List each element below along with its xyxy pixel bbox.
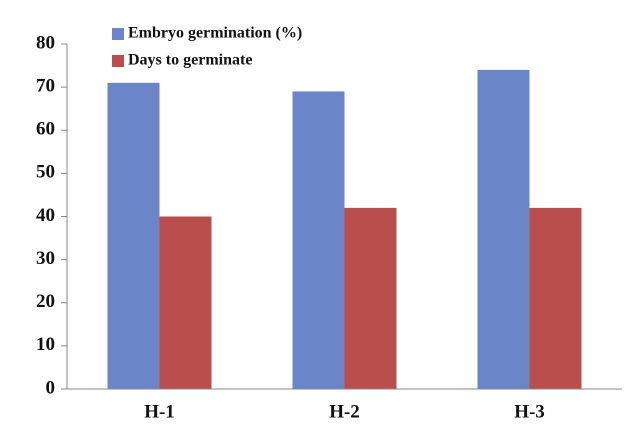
y-tick-label: 50 (36, 162, 55, 183)
bar (107, 82, 160, 389)
bar (477, 69, 530, 389)
y-tick-label: 80 (36, 32, 55, 53)
bar (344, 207, 397, 389)
x-tick-label: H-2 (329, 401, 360, 422)
y-tick-label: 30 (36, 248, 55, 269)
bar (529, 207, 582, 389)
bar (159, 216, 212, 389)
legend-swatch (112, 55, 124, 67)
y-tick-label: 70 (36, 75, 55, 96)
y-tick-label: 60 (36, 119, 55, 140)
x-tick-label: H-1 (144, 401, 175, 422)
x-tick-label: H-3 (514, 401, 545, 422)
y-tick-label: 0 (46, 377, 56, 398)
bar (292, 91, 345, 389)
legend-label: Embryo germination (%) (128, 25, 302, 42)
y-tick-label: 20 (36, 291, 55, 312)
y-tick-label: 10 (36, 334, 55, 355)
y-tick-label: 40 (36, 205, 55, 226)
legend-swatch (112, 28, 124, 40)
legend-label: Days to germinate (128, 52, 252, 69)
